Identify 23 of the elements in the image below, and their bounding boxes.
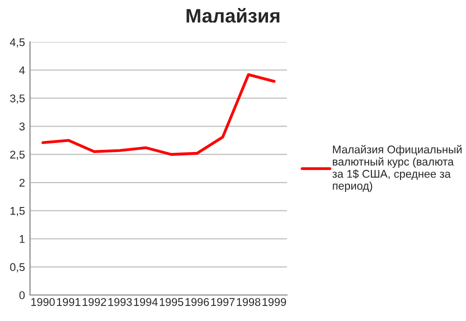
x-tick-label: 1991 bbox=[57, 298, 80, 306]
legend-label: Малайзия Официальный валютный курс (валюта за 1$ США, среднее за период) bbox=[332, 145, 462, 192]
x-tick-label: 1990 bbox=[31, 298, 55, 306]
x-tick-label: 1998 bbox=[236, 298, 260, 306]
x-tick-label: 1995 bbox=[160, 298, 184, 306]
y-tick-label: 4 bbox=[19, 66, 25, 74]
chart-title: Малайзия bbox=[186, 8, 280, 23]
y-tick-label: 2 bbox=[20, 178, 25, 187]
x-tick-label: 1996 bbox=[186, 298, 209, 306]
line-series bbox=[41, 73, 276, 156]
y-tick-label: 2,5 bbox=[10, 150, 25, 160]
y-tick-label: 4,5 bbox=[10, 38, 25, 48]
x-tick-label: 1992 bbox=[82, 298, 106, 306]
y-tick-label: 1,5 bbox=[10, 207, 25, 216]
y-tick-label: 0,5 bbox=[10, 263, 25, 272]
y-tick-label: 1 bbox=[20, 235, 25, 243]
x-tick-label: 1993 bbox=[108, 298, 132, 306]
y-tick-label: 3,5 bbox=[10, 94, 25, 104]
x-tick-label: 1994 bbox=[134, 298, 158, 306]
x-tick-label: 1997 bbox=[211, 298, 235, 306]
y-tick-label: 0 bbox=[19, 291, 25, 300]
x-tick-label: 1999 bbox=[262, 298, 286, 306]
y-tick-label: 3 bbox=[19, 122, 25, 130]
